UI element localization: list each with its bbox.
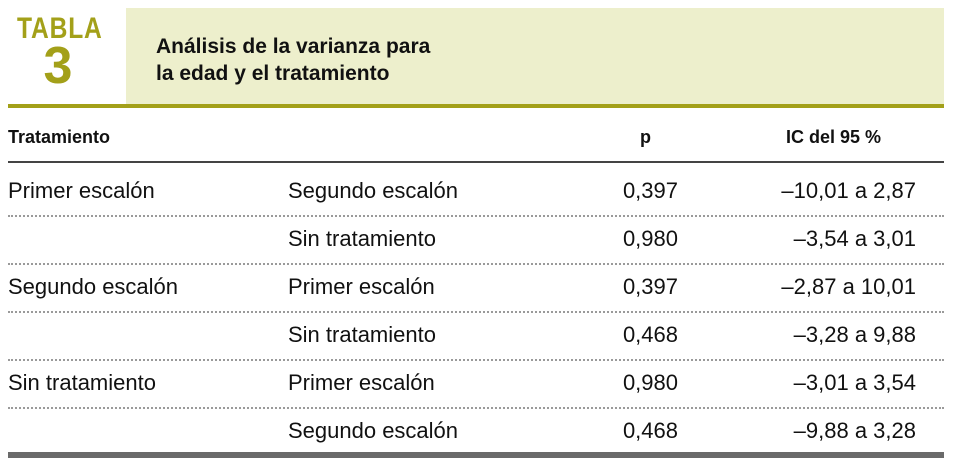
table-badge: TABLA 3 [8, 8, 126, 104]
row-divider [8, 407, 944, 409]
column-header-ci: IC del 95 % [786, 127, 882, 147]
row-comparison: Primer escalón [288, 370, 435, 395]
row-p-value: 0,980 [622, 370, 678, 395]
table-title-box: Análisis de la varianza para la edad y e… [126, 8, 944, 104]
column-header-p: p [640, 127, 651, 147]
row-comparison: Primer escalón [288, 274, 435, 299]
row-p-value: 0,468 [622, 418, 678, 443]
table-bottom-rule [8, 452, 944, 458]
column-header-treatment: Tratamiento [8, 127, 111, 147]
row-p-value: 0,397 [622, 178, 678, 203]
row-group: Sin tratamiento [8, 370, 156, 395]
row-ci: –3,01 a 3,54 [793, 370, 916, 395]
row-comparison: Sin tratamiento [288, 226, 436, 251]
table-title-line-1: Análisis de la varianza para [156, 35, 431, 58]
row-group: Primer escalón [8, 178, 155, 203]
row-group: Segundo escalón [8, 274, 179, 299]
row-ci: –9,88 a 3,28 [793, 418, 916, 443]
table-title-line-2: la edad y el tratamiento [156, 62, 390, 85]
row-divider [8, 311, 944, 313]
table-header: TABLA 3 Análisis de la varianza para la … [0, 0, 954, 108]
row-divider [8, 359, 944, 361]
header-divider [8, 161, 944, 163]
row-ci: –3,28 a 9,88 [793, 322, 916, 347]
row-divider [8, 215, 944, 217]
row-comparison: Segundo escalón [288, 418, 459, 443]
row-p-value: 0,468 [622, 322, 678, 347]
row-ci: –10,01 a 2,87 [781, 178, 916, 203]
row-ci: –2,87 a 10,01 [781, 274, 916, 299]
row-comparison: Sin tratamiento [288, 322, 436, 347]
row-comparison: Segundo escalón [288, 178, 459, 203]
row-divider [8, 263, 944, 265]
table-label: TABLA [17, 12, 103, 45]
title-divider [8, 104, 944, 108]
table-number: 3 [43, 37, 73, 95]
row-ci: –3,54 a 3,01 [793, 226, 916, 251]
row-p-value: 0,397 [622, 274, 678, 299]
row-p-value: 0,980 [622, 226, 678, 251]
